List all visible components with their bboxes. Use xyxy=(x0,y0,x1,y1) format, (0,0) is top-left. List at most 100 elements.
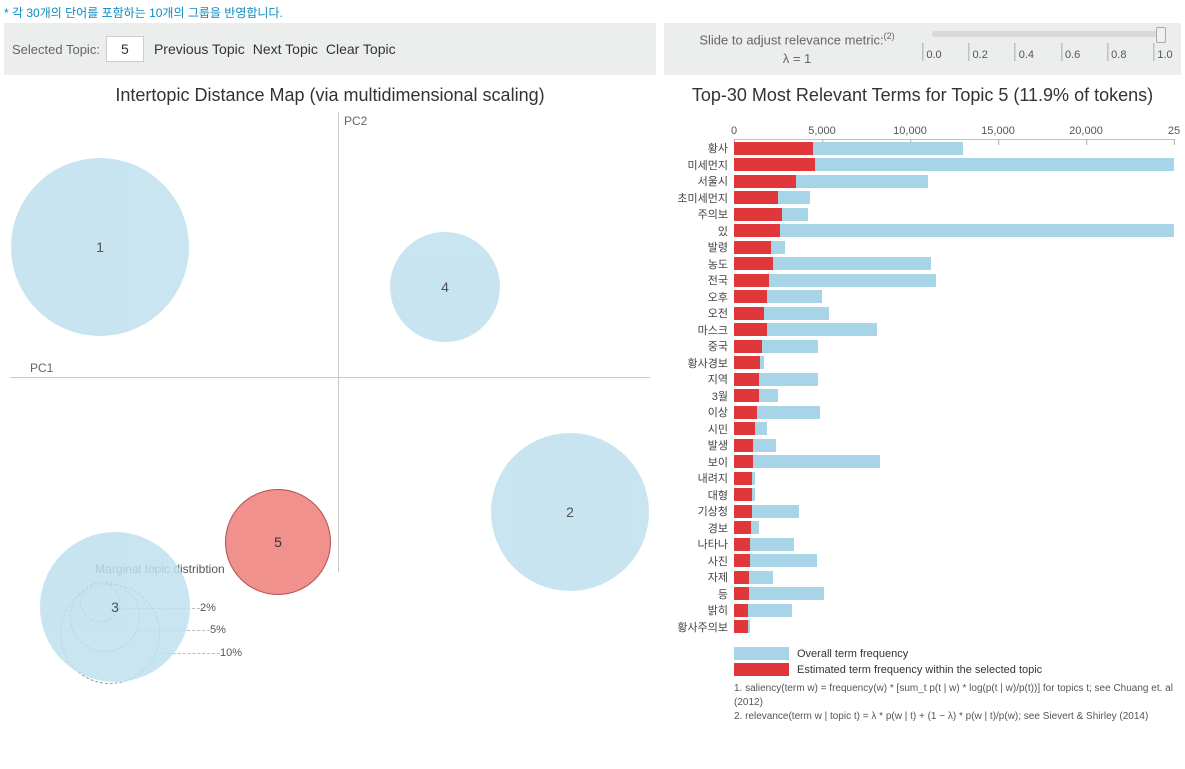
slider-tick: 1.0 xyxy=(1153,43,1172,61)
bar-topic xyxy=(734,571,749,584)
lambda-slider-bar: Slide to adjust relevance metric:(2) λ =… xyxy=(664,23,1181,75)
term-label: 주의보 xyxy=(664,206,734,222)
bar-topic xyxy=(734,389,759,402)
term-label: 있 xyxy=(664,223,734,239)
term-row[interactable]: 이상 xyxy=(664,404,1174,421)
term-row[interactable]: 등 xyxy=(664,586,1174,603)
term-label: 초미세먼지 xyxy=(664,190,734,206)
term-row[interactable]: 농도 xyxy=(664,256,1174,273)
topic-bubble-4[interactable]: 4 xyxy=(390,232,500,342)
term-row[interactable]: 3월 xyxy=(664,388,1174,405)
header-note: * 각 30개의 단어를 포함하는 10개의 그룹을 반영합니다. xyxy=(0,0,1185,23)
slider-tick: 0.0 xyxy=(922,43,941,61)
slider-tick: 0.4 xyxy=(1015,43,1034,61)
bar-topic xyxy=(734,340,762,353)
term-label: 황사경보 xyxy=(664,355,734,371)
slider-label: Slide to adjust relevance metric: xyxy=(699,32,883,47)
topic-bubble-2[interactable]: 2 xyxy=(491,433,649,591)
term-label: 황사 xyxy=(664,140,734,156)
terms-barchart: 05,00010,00015,00020,00025 황사미세먼지서울시초미세먼… xyxy=(664,112,1174,724)
topic-bubble-5[interactable]: 5 xyxy=(225,489,331,595)
slider-label-sup: (2) xyxy=(884,31,895,41)
term-label: 전국 xyxy=(664,272,734,288)
term-row[interactable]: 경보 xyxy=(664,520,1174,537)
bar-topic xyxy=(734,191,778,204)
topic-bubble-1[interactable]: 1 xyxy=(11,158,189,336)
slider-tick: 0.2 xyxy=(969,43,988,61)
term-row[interactable]: 황사경보 xyxy=(664,355,1174,372)
term-row[interactable]: 기상청 xyxy=(664,503,1174,520)
term-label: 대형 xyxy=(664,487,734,503)
term-label: 내려지 xyxy=(664,470,734,486)
term-label: 마스크 xyxy=(664,322,734,338)
term-row[interactable]: 마스크 xyxy=(664,322,1174,339)
term-row[interactable]: 초미세먼지 xyxy=(664,190,1174,207)
marginal-ring-label: 10% xyxy=(220,647,242,659)
bar-topic xyxy=(734,175,796,188)
bar-topic xyxy=(734,257,773,270)
bar-topic xyxy=(734,274,769,287)
term-label: 중국 xyxy=(664,338,734,354)
term-row[interactable]: 밝히 xyxy=(664,602,1174,619)
term-row[interactable]: 오전 xyxy=(664,305,1174,322)
term-label: 보이 xyxy=(664,454,734,470)
term-row[interactable]: 중국 xyxy=(664,338,1174,355)
marginal-ring-label: 5% xyxy=(210,624,226,636)
term-row[interactable]: 있 xyxy=(664,223,1174,240)
term-row[interactable]: 대형 xyxy=(664,487,1174,504)
bar-xtick: 15,000 xyxy=(981,125,1015,139)
term-label: 황사주의보 xyxy=(664,619,734,635)
topic-bubble-3[interactable]: 3 xyxy=(40,532,190,682)
right-panel: Slide to adjust relevance metric:(2) λ =… xyxy=(660,23,1185,724)
bar-xtick: 20,000 xyxy=(1069,125,1103,139)
bar-topic xyxy=(734,488,752,501)
term-label: 미세먼지 xyxy=(664,157,734,173)
bar-topic xyxy=(734,208,782,221)
bar-topic xyxy=(734,587,749,600)
bar-topic xyxy=(734,538,750,551)
lambda-slider[interactable]: 0.00.20.40.60.81.0 xyxy=(922,23,1173,75)
footnote-2: 2. relevance(term w | topic t) = λ * p(w… xyxy=(734,710,1174,724)
clear-topic-button[interactable]: Clear Topic xyxy=(326,41,396,57)
term-row[interactable]: 전국 xyxy=(664,272,1174,289)
marginal-ring-label: 2% xyxy=(200,602,216,614)
bar-topic xyxy=(734,422,755,435)
term-row[interactable]: 발생 xyxy=(664,437,1174,454)
bar-xtick: 0 xyxy=(731,125,737,139)
term-label: 사진 xyxy=(664,553,734,569)
bar-xtick: 25 xyxy=(1168,125,1180,139)
prev-topic-button[interactable]: Previous Topic xyxy=(154,41,245,57)
term-row[interactable]: 시민 xyxy=(664,421,1174,438)
bar-topic xyxy=(734,620,748,633)
bar-topic xyxy=(734,439,753,452)
bar-topic xyxy=(734,142,813,155)
term-row[interactable]: 서울시 xyxy=(664,173,1174,190)
term-row[interactable]: 황사 xyxy=(664,140,1174,157)
term-row[interactable]: 보이 xyxy=(664,454,1174,471)
term-label: 등 xyxy=(664,586,734,602)
term-label: 발령 xyxy=(664,239,734,255)
term-label: 서울시 xyxy=(664,173,734,189)
lambda-value-label: λ = 1 xyxy=(672,50,922,68)
term-row[interactable]: 나타나 xyxy=(664,536,1174,553)
term-row[interactable]: 주의보 xyxy=(664,206,1174,223)
next-topic-button[interactable]: Next Topic xyxy=(253,41,318,57)
selected-topic-input[interactable] xyxy=(106,36,144,62)
term-row[interactable]: 자제 xyxy=(664,569,1174,586)
term-label: 나타나 xyxy=(664,536,734,552)
term-label: 3월 xyxy=(664,388,734,404)
bar-topic xyxy=(734,356,760,369)
term-row[interactable]: 황사주의보 xyxy=(664,619,1174,636)
term-row[interactable]: 내려지 xyxy=(664,470,1174,487)
bar-xtick: 5,000 xyxy=(808,125,836,139)
term-row[interactable]: 지역 xyxy=(664,371,1174,388)
term-row[interactable]: 미세먼지 xyxy=(664,157,1174,174)
bar-topic xyxy=(734,406,757,419)
bar-topic xyxy=(734,521,751,534)
term-row[interactable]: 오후 xyxy=(664,289,1174,306)
bar-topic xyxy=(734,290,767,303)
term-row[interactable]: 사진 xyxy=(664,553,1174,570)
left-panel: Selected Topic: Previous Topic Next Topi… xyxy=(0,23,660,724)
term-label: 경보 xyxy=(664,520,734,536)
term-row[interactable]: 발령 xyxy=(664,239,1174,256)
